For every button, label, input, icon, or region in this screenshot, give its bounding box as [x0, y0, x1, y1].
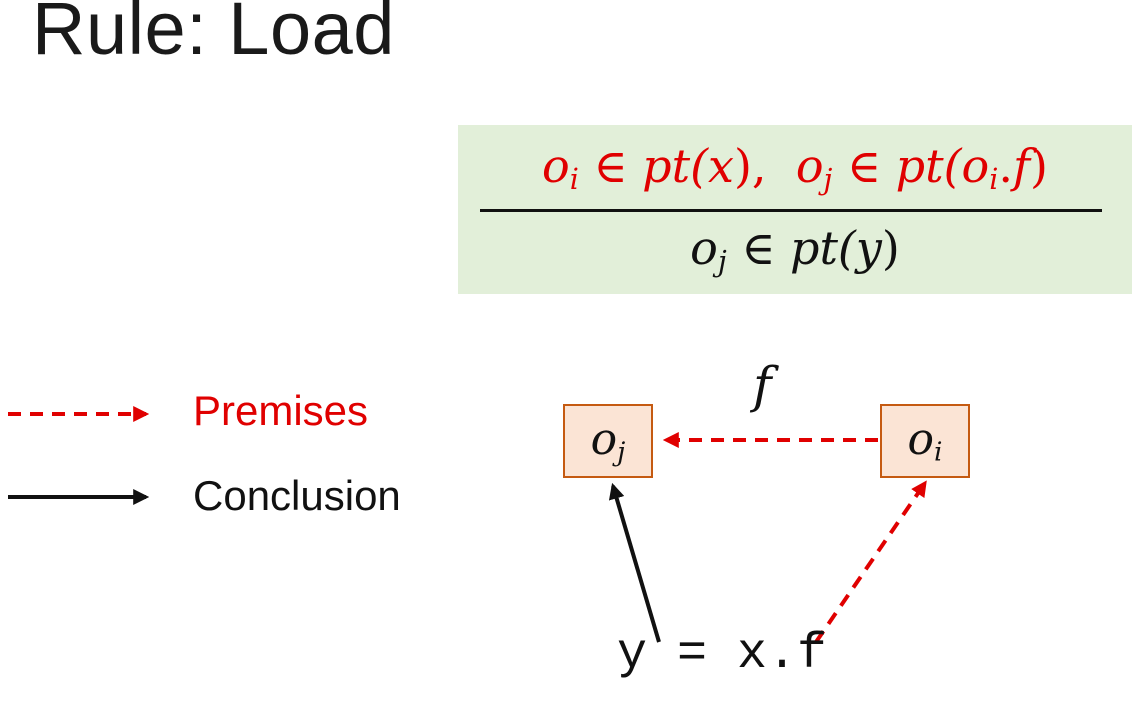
legend-conclusion-label: Conclusion [193, 472, 401, 519]
inference-rule-box: oi ∈ pt(x), oj ∈ pt(oi.f) oj ∈ pt(y) [458, 125, 1132, 294]
object-node-oi: oi [880, 404, 970, 478]
object-label-oj: oj [590, 414, 626, 468]
x-points-to-oi-arrow [814, 480, 927, 644]
rule-premise: oi ∈ pt(x), oj ∈ pt(oi.f) [542, 139, 1048, 197]
object-node-oj: oj [563, 404, 653, 478]
field-edge-label: f [753, 356, 772, 414]
object-label-oi: oi [907, 414, 943, 468]
y-points-to-oj-arrow [608, 482, 661, 643]
rule-fraction-bar [480, 209, 1102, 212]
rule-conclusion: oj ∈ pt(y) [690, 221, 900, 279]
page-title: Rule: Load [32, 0, 395, 70]
load-statement: y = x.f [617, 626, 828, 683]
legend-premises-label: Premises [193, 387, 369, 434]
